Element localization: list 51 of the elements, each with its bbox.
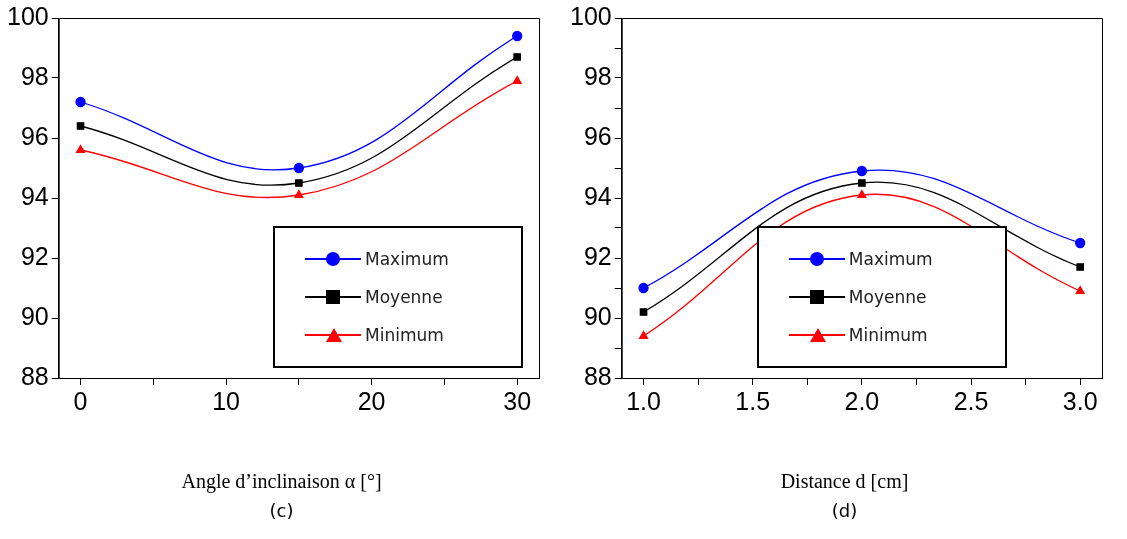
x-tick-label: 20 xyxy=(357,386,386,415)
y-tick-label: 88 xyxy=(20,361,49,390)
x-tick-label: 1.5 xyxy=(735,386,771,415)
x-tick-label: 30 xyxy=(503,386,532,415)
y-tick-label: 100 xyxy=(569,1,612,30)
y-tick-label: 92 xyxy=(583,241,612,270)
point xyxy=(1075,285,1085,294)
point xyxy=(294,189,304,198)
point xyxy=(513,53,521,61)
point xyxy=(639,330,649,339)
legend-label: Moyenne xyxy=(848,287,927,307)
y-tick-label: 94 xyxy=(20,181,49,210)
legend-label: Moyenne xyxy=(365,287,443,307)
legend-label: Minimum xyxy=(365,325,444,345)
y-tick-label: 90 xyxy=(583,301,612,330)
point xyxy=(639,308,648,316)
point xyxy=(76,122,85,130)
point xyxy=(512,75,522,84)
x-tick-label: 2.5 xyxy=(953,386,989,415)
x-tick-label: 10 xyxy=(212,386,240,415)
point xyxy=(858,179,866,187)
point xyxy=(293,162,305,174)
point xyxy=(1076,263,1084,271)
y-tick-label: 94 xyxy=(583,181,612,210)
text: (d) xyxy=(830,500,859,521)
legend-label: Maximum xyxy=(365,249,449,269)
x-axis-title: Distance d [cm] xyxy=(779,470,910,493)
point xyxy=(856,165,868,177)
x-axis-title: Angle d’inclinaison α [°] xyxy=(180,470,383,493)
y-tick-label: 98 xyxy=(583,61,612,90)
point xyxy=(857,189,867,198)
legend-label: Minimum xyxy=(848,325,928,345)
point xyxy=(75,96,86,108)
y-tick-label: 90 xyxy=(20,301,49,330)
point xyxy=(295,179,303,187)
x-tick-label: 3.0 xyxy=(1062,386,1098,415)
legend-label: Maximum xyxy=(848,249,933,269)
x-tick-label: 2.0 xyxy=(844,386,880,415)
x-tick-label: 1.0 xyxy=(626,386,661,415)
y-tick-label: 96 xyxy=(583,121,612,150)
point xyxy=(638,282,649,294)
point xyxy=(76,144,86,153)
y-tick-label: 92 xyxy=(20,241,49,270)
point xyxy=(512,30,523,42)
x-tick-label: 0 xyxy=(73,386,88,415)
y-tick-label: 88 xyxy=(583,361,612,390)
point xyxy=(1075,237,1086,249)
y-tick-label: 100 xyxy=(6,1,49,30)
y-tick-label: 96 xyxy=(20,121,49,150)
y-tick-label: 98 xyxy=(20,61,49,90)
text: (c) xyxy=(268,500,295,521)
